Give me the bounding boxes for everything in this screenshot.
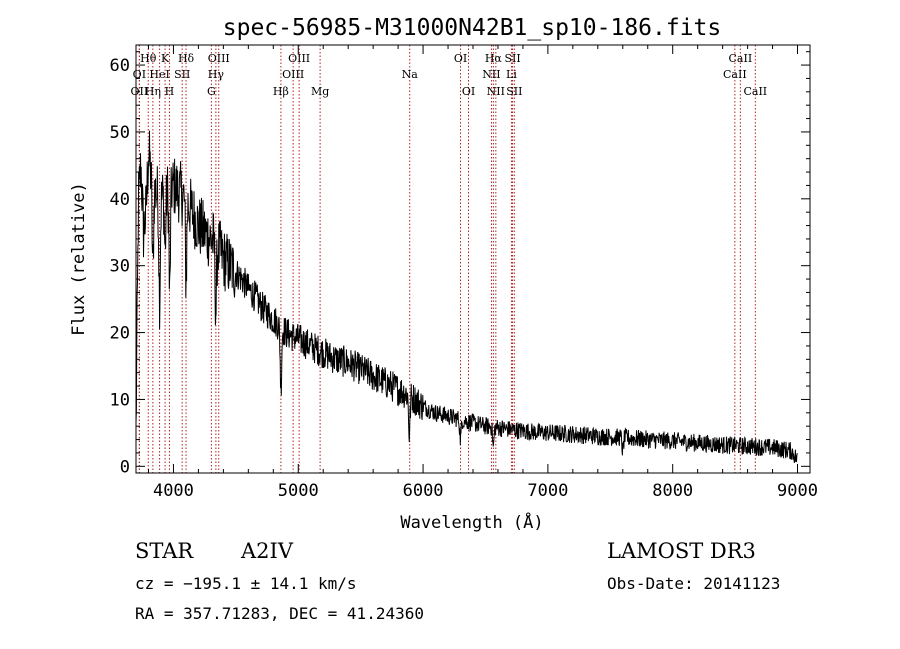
x-axis-label: Wavelength (Å) — [400, 511, 543, 533]
spectral-lines — [138, 45, 756, 473]
spectral-line-label: Hθ — [140, 52, 157, 65]
spectral-line-label: H — [165, 85, 175, 98]
spectral-line-label: Hα — [485, 52, 503, 65]
x-tick-label: 6000 — [403, 481, 444, 501]
x-tick-label: 5000 — [278, 481, 319, 501]
spectral-line-label: OI — [133, 68, 146, 81]
spectral-line-label: OI — [462, 85, 475, 98]
y-tick-label: 10 — [110, 390, 130, 410]
spectral-line-label: OII — [131, 85, 149, 98]
spectral-line-label: CaII — [723, 68, 747, 81]
y-tick-label: 50 — [110, 123, 130, 143]
spectrum-line — [135, 130, 798, 463]
y-tick-label: 40 — [110, 190, 130, 210]
spectral-line-label: HeI — [149, 68, 169, 81]
spectrum-series — [135, 130, 798, 463]
axis-ticks: 4000 5000 6000 7000 8000 9000 0 10 20 30 40 50 60 — [110, 45, 818, 501]
y-tick-label: 20 — [110, 324, 130, 344]
spectral-line-label: Hγ — [208, 68, 225, 81]
spectral-line-label: SII — [504, 52, 520, 65]
x-tick-label: 9000 — [777, 481, 818, 501]
spectral-line-label: K — [161, 52, 170, 65]
spectral-line-label: OIII — [288, 52, 310, 65]
spectral-line-label: CaII — [729, 52, 753, 65]
spectral-line-label: Hδ — [178, 52, 195, 65]
spectral-line-label: SII — [174, 68, 190, 81]
spectral-line-labels: OII OI Hθ Hη HeI K H SII Hδ G Hγ OIII Hβ OIII OIII Mg Na… — [131, 52, 768, 98]
spectral-line-label: OIII — [208, 52, 230, 65]
plot-frame — [135, 44, 811, 474]
x-tick-label: 8000 — [652, 481, 693, 501]
spectral-line-label: Na — [402, 68, 419, 81]
object-subclass: A2IV — [240, 539, 294, 563]
redshift-value: cz = −195.1 ± 14.1 km/s — [135, 574, 357, 593]
y-tick-label: 0 — [120, 457, 130, 477]
y-axis-label: Flux (relative) — [69, 182, 89, 336]
x-tick-label: 4000 — [153, 481, 194, 501]
spectral-line-label: OIII — [282, 68, 304, 81]
spectral-line-label: Li — [506, 68, 517, 81]
spectral-line-label: CaII — [743, 85, 767, 98]
obs-date: Obs-Date: 20141123 — [607, 574, 780, 593]
spectral-line-label: G — [207, 85, 216, 98]
survey-name: LAMOST DR3 — [607, 539, 756, 563]
coordinates: RA = 357.71283, DEC = 41.24360 — [135, 604, 424, 623]
y-tick-label: 30 — [110, 257, 130, 277]
object-class: STAR — [135, 539, 194, 563]
spectral-line-label: OI — [454, 52, 467, 65]
spectral-line-label: Mg — [311, 85, 329, 98]
x-tick-label: 7000 — [527, 481, 568, 501]
spectral-line-label: Hβ — [273, 85, 289, 98]
spectral-line-label: NII — [487, 85, 505, 98]
y-tick-label: 60 — [110, 56, 130, 76]
chart-title: spec-56985-M31000N42B1_sp10-186.fits — [223, 15, 722, 41]
spectral-line-label: Hη — [145, 85, 161, 98]
spectral-line-label: NII — [482, 68, 500, 81]
spectral-line-label: SII — [506, 85, 522, 98]
